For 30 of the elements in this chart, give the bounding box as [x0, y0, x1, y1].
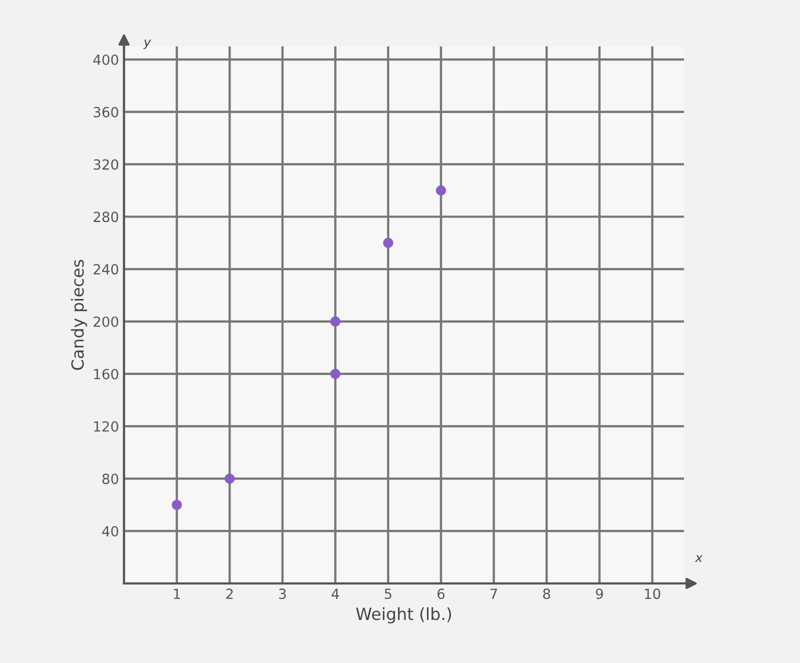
point	[436, 185, 446, 196]
x-tick-label: 6	[438, 588, 445, 600]
x-tick-label: 9	[596, 588, 603, 600]
y-tick-label: 160	[94, 368, 118, 380]
x-tick-label: 4	[332, 588, 339, 599]
y-tick-label: 280	[94, 212, 118, 222]
x-tick-label: 2	[226, 588, 233, 599]
point	[224, 474, 235, 484]
x-tick-label: 8	[543, 588, 550, 600]
y-tick-label: 400	[93, 54, 118, 65]
y-tick-label: 80	[102, 474, 118, 484]
y-tick-label: 240	[94, 264, 118, 275]
y-tick-label: 320	[94, 159, 118, 170]
y-axis-title: Candy pieces	[70, 260, 88, 370]
point	[330, 316, 340, 327]
x-tick-label: 1	[174, 588, 180, 599]
y-tick-label: 360	[94, 106, 118, 118]
x-axis-title: Weight (lb.)	[356, 607, 452, 624]
point	[172, 500, 182, 510]
text: x	[694, 555, 703, 562]
x-tick-label: 7	[490, 588, 498, 599]
x-tick-label: 10	[644, 588, 660, 600]
point	[330, 368, 340, 379]
y-tick-label: 40	[102, 526, 118, 537]
y-tick-label: 120	[94, 421, 118, 432]
x-tick-label: 5	[384, 588, 392, 600]
annotation: y	[143, 40, 152, 50]
point	[383, 238, 394, 248]
x-tick-label: 3	[279, 588, 286, 600]
y-tick-label: 200	[94, 316, 118, 327]
